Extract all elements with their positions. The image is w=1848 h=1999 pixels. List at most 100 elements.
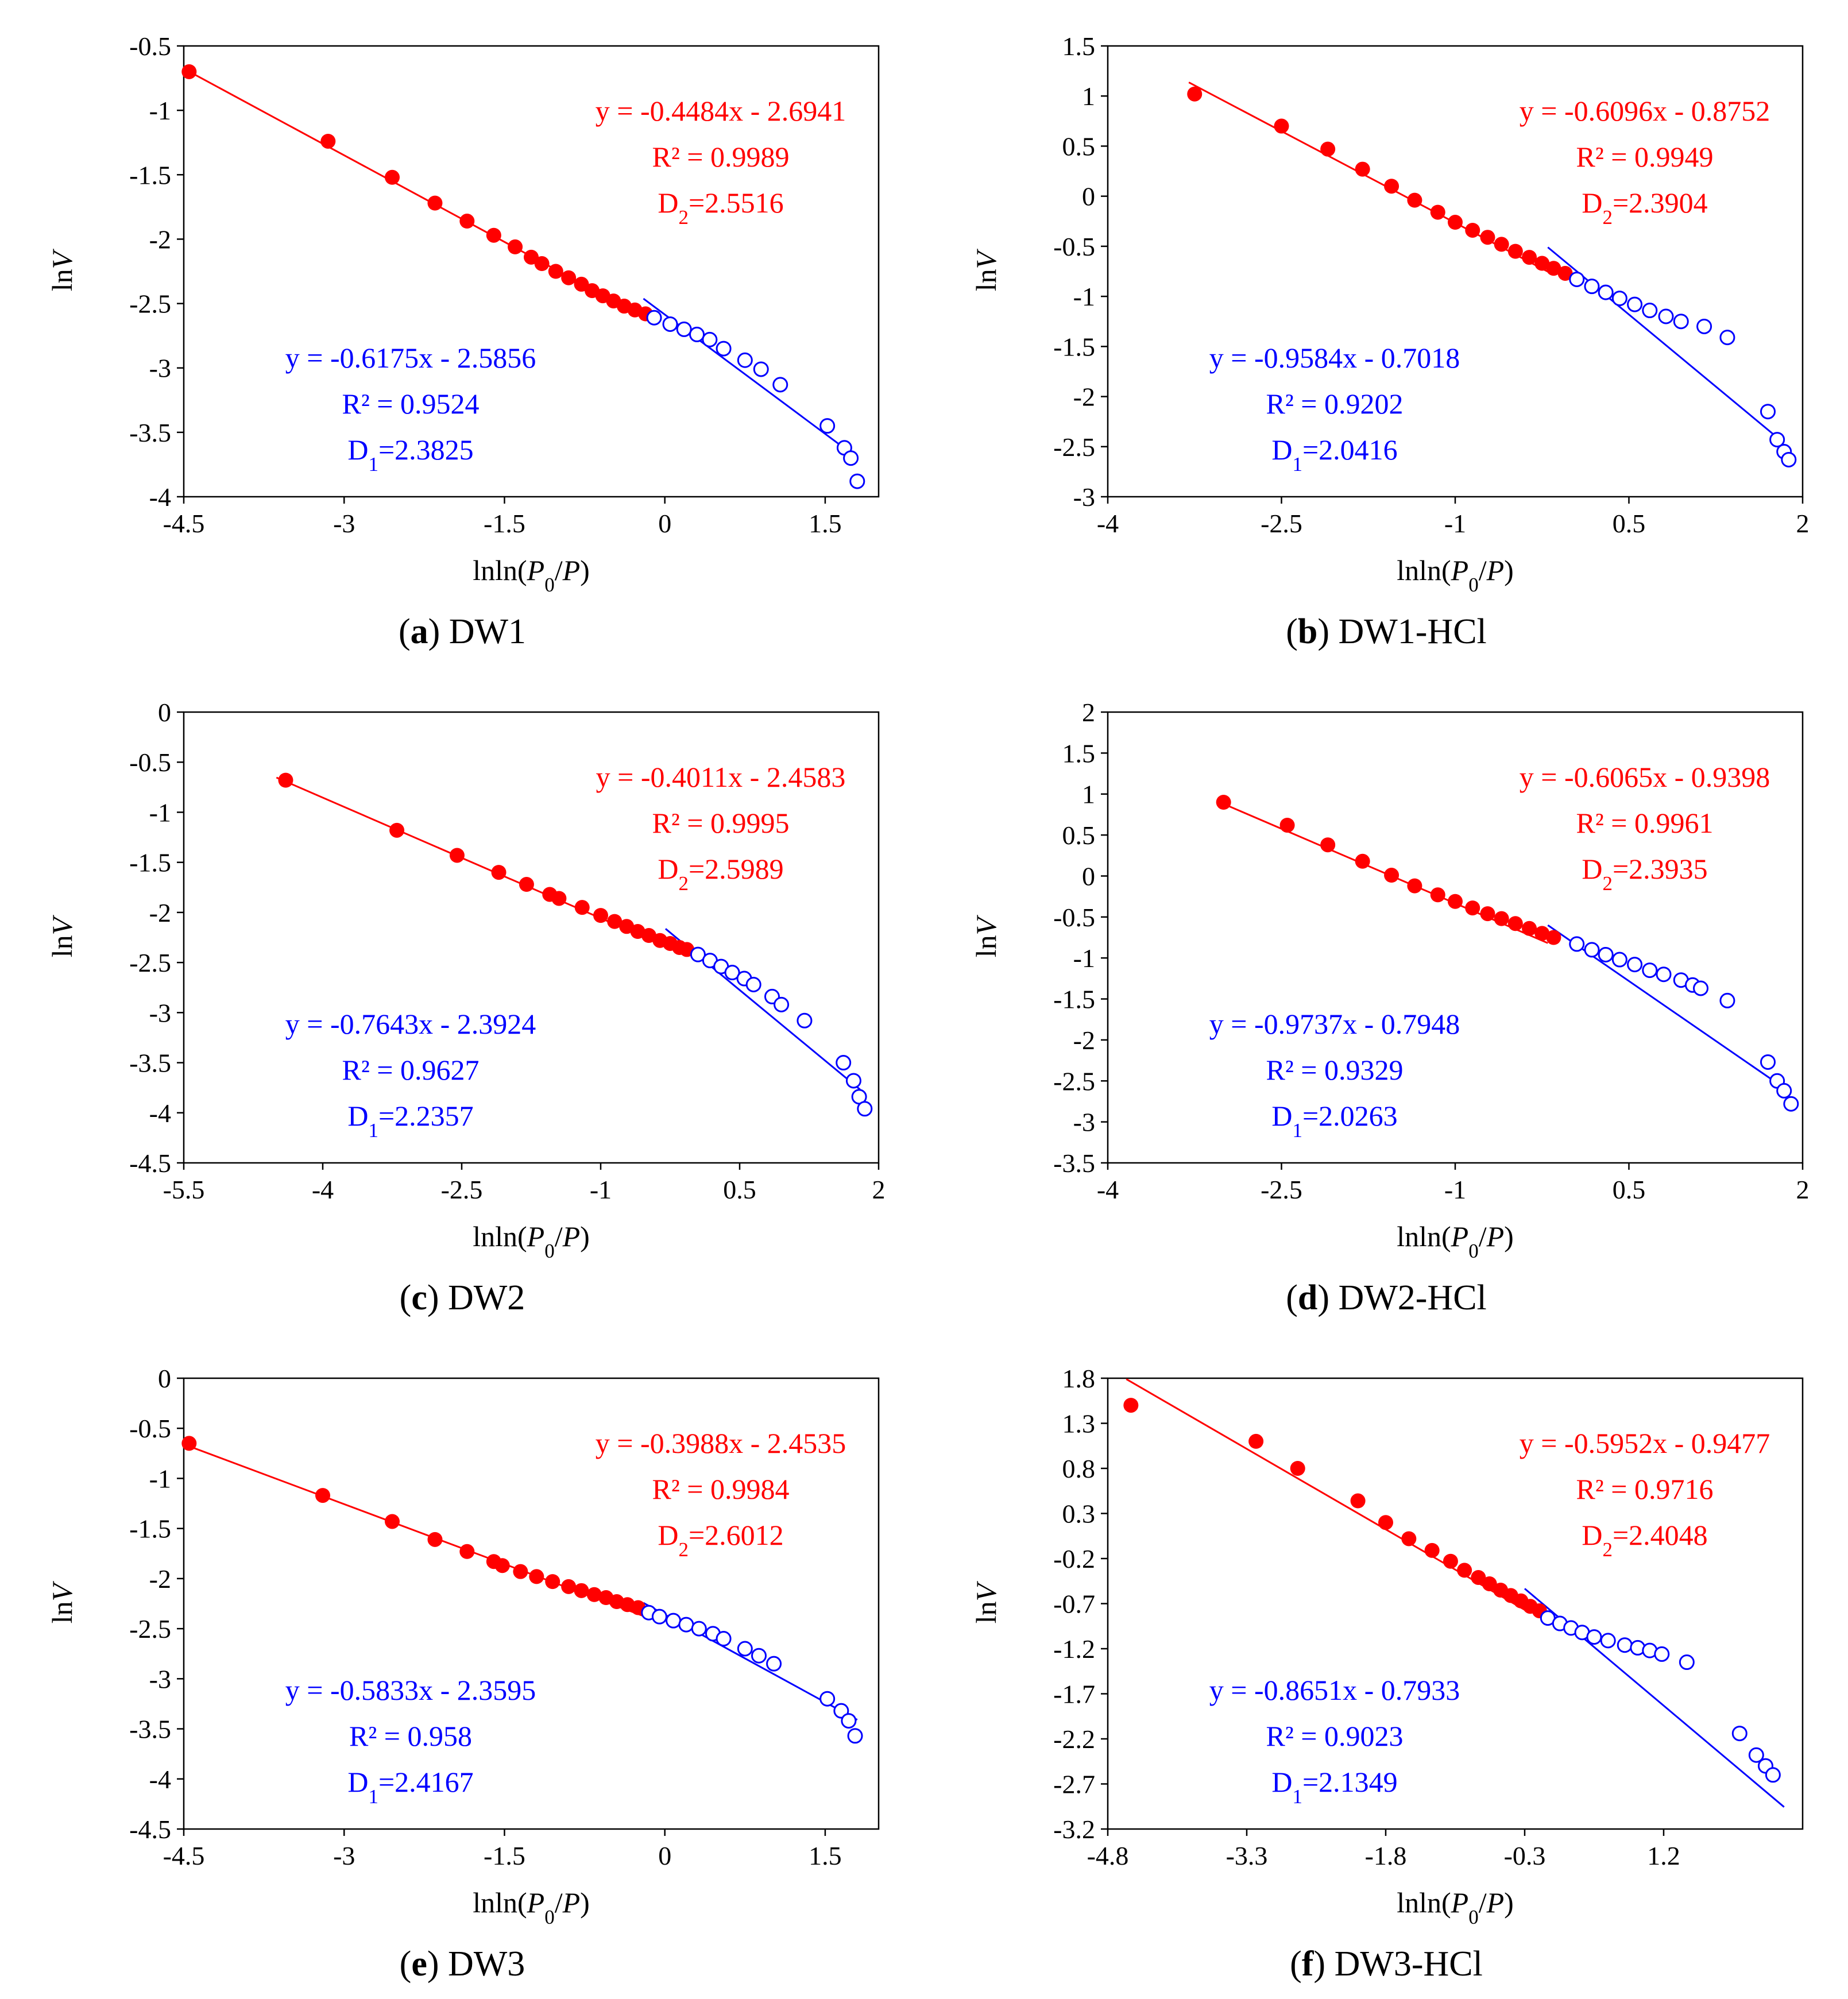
red-data-point: [519, 877, 534, 892]
red-data-point: [593, 908, 608, 923]
x-tick-label: -1: [1444, 1175, 1466, 1204]
chart-svg: -3 -2.5 -2 -1.5 -1 -0.5 0 0.5 1 1.5 -4 -2.5 -1 0.5 2 ln…: [970, 32, 1810, 651]
blue-data-point: [819, 418, 836, 434]
blue-data-point: [646, 310, 662, 326]
blue-fractal-dimension: D1=2.3825: [347, 434, 473, 475]
chart-svg: -4 -3.5 -3 -2.5 -2 -1.5 -1 -0.5 -4.5 -3 -1.5 0 1.5 ln…: [46, 32, 880, 651]
red-data-point: [427, 1532, 443, 1547]
blue-data-point: [849, 473, 865, 489]
red-data-point: [1355, 853, 1370, 869]
red-fractal-dimension: D2=2.6012: [658, 1519, 783, 1561]
x-tick-label: 1.5: [809, 509, 842, 538]
red-data-point: [459, 1544, 475, 1559]
x-axis-title: lnln(P0/P): [1397, 554, 1514, 596]
red-data-point: [1522, 250, 1537, 265]
red-data-point: [561, 1579, 577, 1594]
chart-panel-d: -3.5 -3 -2.5 -2 -1.5 -1 -0.5 0 0.5 1 1.5 2 -4 -2.5 -1 0…: [924, 666, 1848, 1332]
red-data-point: [1401, 1531, 1417, 1546]
red-data-point: [459, 214, 475, 229]
blue-fit-r2: R² = 0.9329: [1266, 1054, 1403, 1086]
y-tick-label: -2: [1073, 382, 1095, 412]
y-tick-label: -0.2: [1053, 1544, 1095, 1573]
y-tick-label: -0.5: [129, 748, 171, 777]
x-tick-label: -4.5: [163, 1841, 205, 1870]
y-axis-title: lnV: [46, 1580, 78, 1623]
red-data-point: [1471, 1569, 1486, 1585]
blue-data-point: [1654, 1646, 1670, 1662]
blue-data-point: [1731, 1726, 1748, 1742]
x-tick-label: 2: [872, 1175, 886, 1204]
red-data-point: [1290, 1461, 1305, 1476]
red-fit-equation: y = -0.5952x - 0.9477: [1520, 1427, 1770, 1459]
x-tick-label: -4: [312, 1175, 334, 1204]
y-tick-label: -3: [149, 1664, 171, 1693]
blue-fit-r2: R² = 0.9627: [342, 1054, 479, 1086]
red-data-point: [529, 1569, 544, 1584]
red-data-point: [181, 1436, 197, 1451]
x-tick-label: -1.5: [484, 509, 525, 538]
blue-data-point: [1776, 1082, 1792, 1099]
red-fractal-dimension: D2=2.5989: [658, 853, 783, 895]
red-data-point: [1355, 161, 1370, 177]
red-data-point: [1424, 1542, 1440, 1558]
blue-data-point: [1600, 1633, 1616, 1649]
red-data-point: [1457, 1563, 1472, 1578]
red-data-point: [494, 1558, 510, 1573]
red-data-point: [607, 914, 623, 929]
red-data-point: [1507, 916, 1523, 931]
red-data-point: [524, 249, 539, 265]
y-tick-label: -1.5: [1053, 332, 1095, 361]
red-data-point: [586, 1587, 602, 1602]
red-data-point: [427, 195, 443, 211]
y-tick-label: -1.7: [1053, 1680, 1095, 1709]
red-fit-equation: y = -0.4484x - 2.6941: [596, 95, 846, 127]
x-tick-label: -4: [1097, 1175, 1119, 1204]
chart-svg: -3.2 -2.7 -2.2 -1.7 -1.2 -0.7 -0.2 0.3 0.8 1.3 1.8…: [970, 1364, 1804, 1983]
red-fit-equation: y = -0.4011x - 2.4583: [596, 761, 846, 793]
y-tick-label: -0.7: [1053, 1590, 1095, 1619]
blue-data-point: [1617, 1637, 1633, 1653]
y-axis-title: lnV: [970, 914, 1002, 957]
y-tick-label: 0: [158, 698, 171, 727]
y-tick-label: -3.5: [129, 418, 171, 447]
y-tick-label: -4: [149, 482, 171, 512]
blue-data-point: [845, 1073, 861, 1089]
red-fit-r2: R² = 0.9716: [1576, 1473, 1713, 1505]
chart-panel-c: -4.5 -4 -3.5 -3 -2.5 -2 -1.5 -1 -0.5 0 -5.5 -4 -2.5 -…: [0, 666, 924, 1332]
chart-svg: -3.5 -3 -2.5 -2 -1.5 -1 -0.5 0 0.5 1 1.5 2 -4 -2.5 -1 0…: [970, 698, 1810, 1317]
red-data-point: [1443, 1553, 1458, 1569]
y-tick-label: -2.5: [1053, 1066, 1095, 1096]
y-axis-title: lnV: [970, 1580, 1002, 1623]
y-tick-label: -4: [149, 1099, 171, 1128]
x-tick-label: 0.5: [723, 1175, 756, 1204]
y-tick-label: -2.2: [1053, 1725, 1095, 1754]
x-tick-label: 0: [658, 509, 671, 538]
red-data-point: [548, 264, 563, 279]
red-fit-equation: y = -0.6065x - 0.9398: [1520, 761, 1770, 793]
blue-fit-equation: y = -0.6175x - 2.5856: [285, 342, 536, 374]
red-data-point: [1279, 817, 1295, 833]
y-tick-label: -1.5: [129, 1514, 171, 1544]
x-tick-label: -3: [333, 1841, 355, 1870]
chart-svg: -4.5 -4 -3.5 -3 -2.5 -2 -1.5 -1 -0.5 0 -4.5 -3 -1.5 0…: [46, 1364, 880, 1983]
y-tick-label: -1: [1073, 282, 1095, 311]
red-data-point: [1534, 256, 1550, 271]
blue-fit-equation: y = -0.9584x - 0.7018: [1209, 342, 1460, 374]
blue-fit-equation: y = -0.5833x - 2.3595: [285, 1674, 536, 1706]
red-data-point: [508, 239, 523, 254]
y-tick-label: -4.5: [129, 1815, 171, 1844]
x-tick-label: -0.3: [1504, 1841, 1546, 1870]
red-data-point: [385, 1514, 400, 1529]
plot-frame: [183, 45, 880, 498]
blue-data-point: [1693, 980, 1709, 996]
red-data-point: [545, 1574, 560, 1590]
blue-data-point: [841, 1713, 857, 1729]
blue-data-point: [702, 331, 718, 347]
blue-data-point: [716, 341, 732, 357]
chart-panel-e: -4.5 -4 -3.5 -3 -2.5 -2 -1.5 -1 -0.5 0 -4.5 -3 -1.5 0…: [0, 1332, 924, 1998]
blue-data-point: [1642, 303, 1658, 319]
blue-fractal-dimension: D1=2.4167: [347, 1766, 473, 1808]
x-tick-label: -1: [1444, 509, 1466, 538]
red-fractal-dimension: D2=2.3904: [1582, 187, 1707, 229]
red-data-point: [1407, 878, 1422, 894]
